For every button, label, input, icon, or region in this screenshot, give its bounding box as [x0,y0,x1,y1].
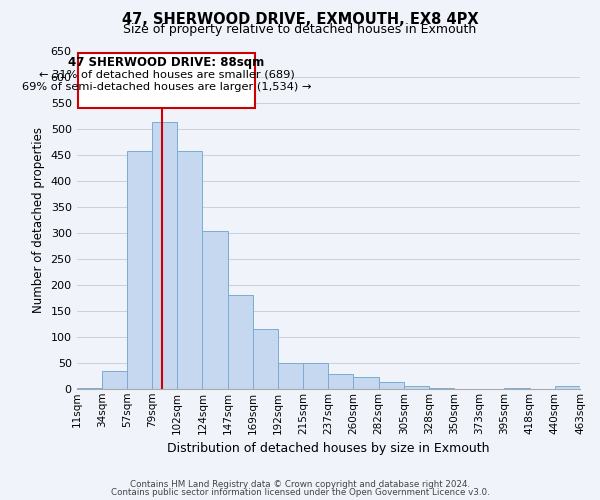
Text: Contains HM Land Registry data © Crown copyright and database right 2024.: Contains HM Land Registry data © Crown c… [130,480,470,489]
Bar [328,374,353,389]
Bar [278,363,303,389]
Bar [152,122,177,389]
Bar [127,151,152,389]
Bar [303,363,328,389]
Bar [404,386,429,389]
Bar [77,388,102,389]
Bar [505,388,530,389]
Text: Contains public sector information licensed under the Open Government Licence v3: Contains public sector information licen… [110,488,490,497]
Y-axis label: Number of detached properties: Number of detached properties [32,127,45,313]
Bar [177,151,202,389]
Bar [102,370,127,389]
Bar [202,230,227,389]
Text: Size of property relative to detached houses in Exmouth: Size of property relative to detached ho… [124,24,476,36]
Text: 47, SHERWOOD DRIVE, EXMOUTH, EX8 4PX: 47, SHERWOOD DRIVE, EXMOUTH, EX8 4PX [122,12,478,26]
Text: 47 SHERWOOD DRIVE: 88sqm: 47 SHERWOOD DRIVE: 88sqm [68,56,265,69]
X-axis label: Distribution of detached houses by size in Exmouth: Distribution of detached houses by size … [167,442,490,455]
Bar [227,296,253,389]
Bar [253,329,278,389]
Text: 69% of semi-detached houses are larger (1,534) →: 69% of semi-detached houses are larger (… [22,82,311,92]
Bar [429,388,454,389]
FancyBboxPatch shape [78,53,255,108]
Bar [555,386,580,389]
Bar [379,382,404,389]
Bar [353,378,379,389]
Text: ← 31% of detached houses are smaller (689): ← 31% of detached houses are smaller (68… [38,70,295,80]
